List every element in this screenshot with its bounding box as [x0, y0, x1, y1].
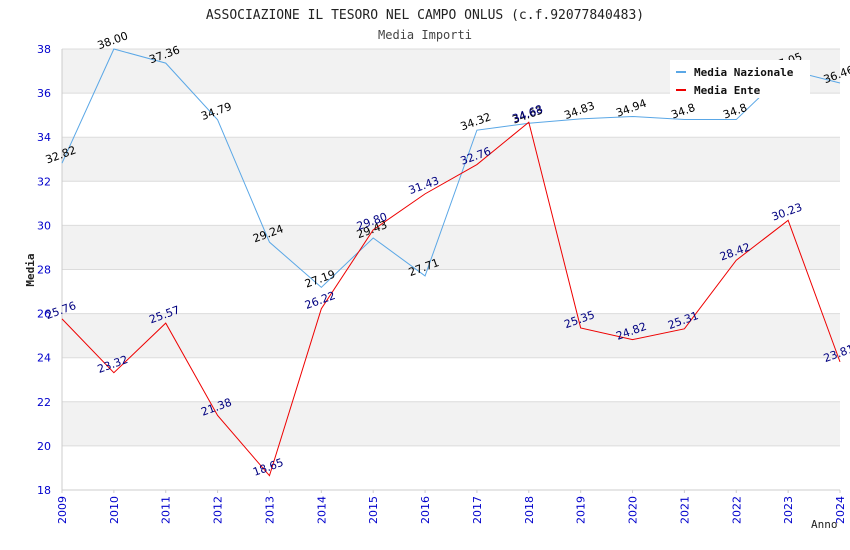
- y-tick-label: 28: [37, 264, 51, 277]
- series-line-0: [61, 48, 841, 289]
- y-tick-label: 34: [37, 131, 51, 144]
- legend-box: [670, 60, 810, 98]
- x-tick-label: 2015: [367, 496, 380, 524]
- x-tick-label: 2014: [315, 496, 328, 524]
- chart-title: ASSOCIAZIONE IL TESORO NEL CAMPO ONLUS (…: [206, 8, 644, 23]
- x-tick-label: 2023: [782, 496, 795, 524]
- chart-subtitle: Media Importi: [378, 28, 472, 42]
- y-tick-label: 30: [37, 219, 51, 232]
- y-tick-label: 20: [37, 440, 51, 453]
- x-tick-label: 2021: [678, 496, 691, 524]
- plot-band: [62, 313, 840, 358]
- x-tick-label: 2012: [212, 496, 225, 524]
- y-tick-label: 26: [37, 308, 51, 321]
- x-tick-label: 2022: [730, 496, 743, 524]
- legend: Media Nazionale Media Ente: [670, 60, 810, 98]
- x-tick-label: 2013: [263, 496, 276, 524]
- y-axis-title: Media: [24, 253, 37, 286]
- x-tick-label: 2018: [523, 496, 536, 524]
- legend-label: Media Nazionale: [694, 66, 794, 79]
- x-tick-label: 2020: [627, 496, 640, 524]
- x-axis-title: Anno: [811, 518, 838, 531]
- plot-band: [62, 401, 840, 446]
- plot-band: [62, 357, 840, 402]
- y-tick-label: 38: [37, 43, 51, 56]
- y-tick-label: 24: [37, 352, 51, 365]
- plot-background: [62, 49, 840, 490]
- y-axis-ticks: 18 20 22 24 26 28 30 32 34 36 38: [37, 43, 51, 497]
- x-tick-label: 2019: [575, 496, 588, 524]
- plot-band: [62, 445, 840, 490]
- plot-band: [62, 93, 840, 138]
- y-tick-label: 32: [37, 175, 51, 188]
- axes: [61, 49, 840, 491]
- x-axis-ticks: 2009 2010 2011 2012 2013 2014 2015 2016 2017 2018…: [56, 490, 847, 524]
- plot-band: [62, 269, 840, 314]
- x-tick-label: 2011: [160, 496, 173, 524]
- y-tick-label: 18: [37, 484, 51, 497]
- y-tick-label: 36: [37, 87, 51, 100]
- x-tick-label: 2017: [471, 496, 484, 524]
- x-tick-label: 2010: [108, 496, 121, 524]
- legend-label: Media Ente: [694, 84, 761, 97]
- plot-band: [62, 137, 840, 182]
- plot-band: [62, 225, 840, 270]
- x-tick-label: 2009: [56, 496, 69, 524]
- x-tick-label: 2016: [419, 496, 432, 524]
- y-tick-label: 22: [37, 396, 51, 409]
- series-line-1: [61, 121, 841, 477]
- x-tick-label: 2024: [834, 496, 847, 524]
- series-lines: [61, 48, 841, 477]
